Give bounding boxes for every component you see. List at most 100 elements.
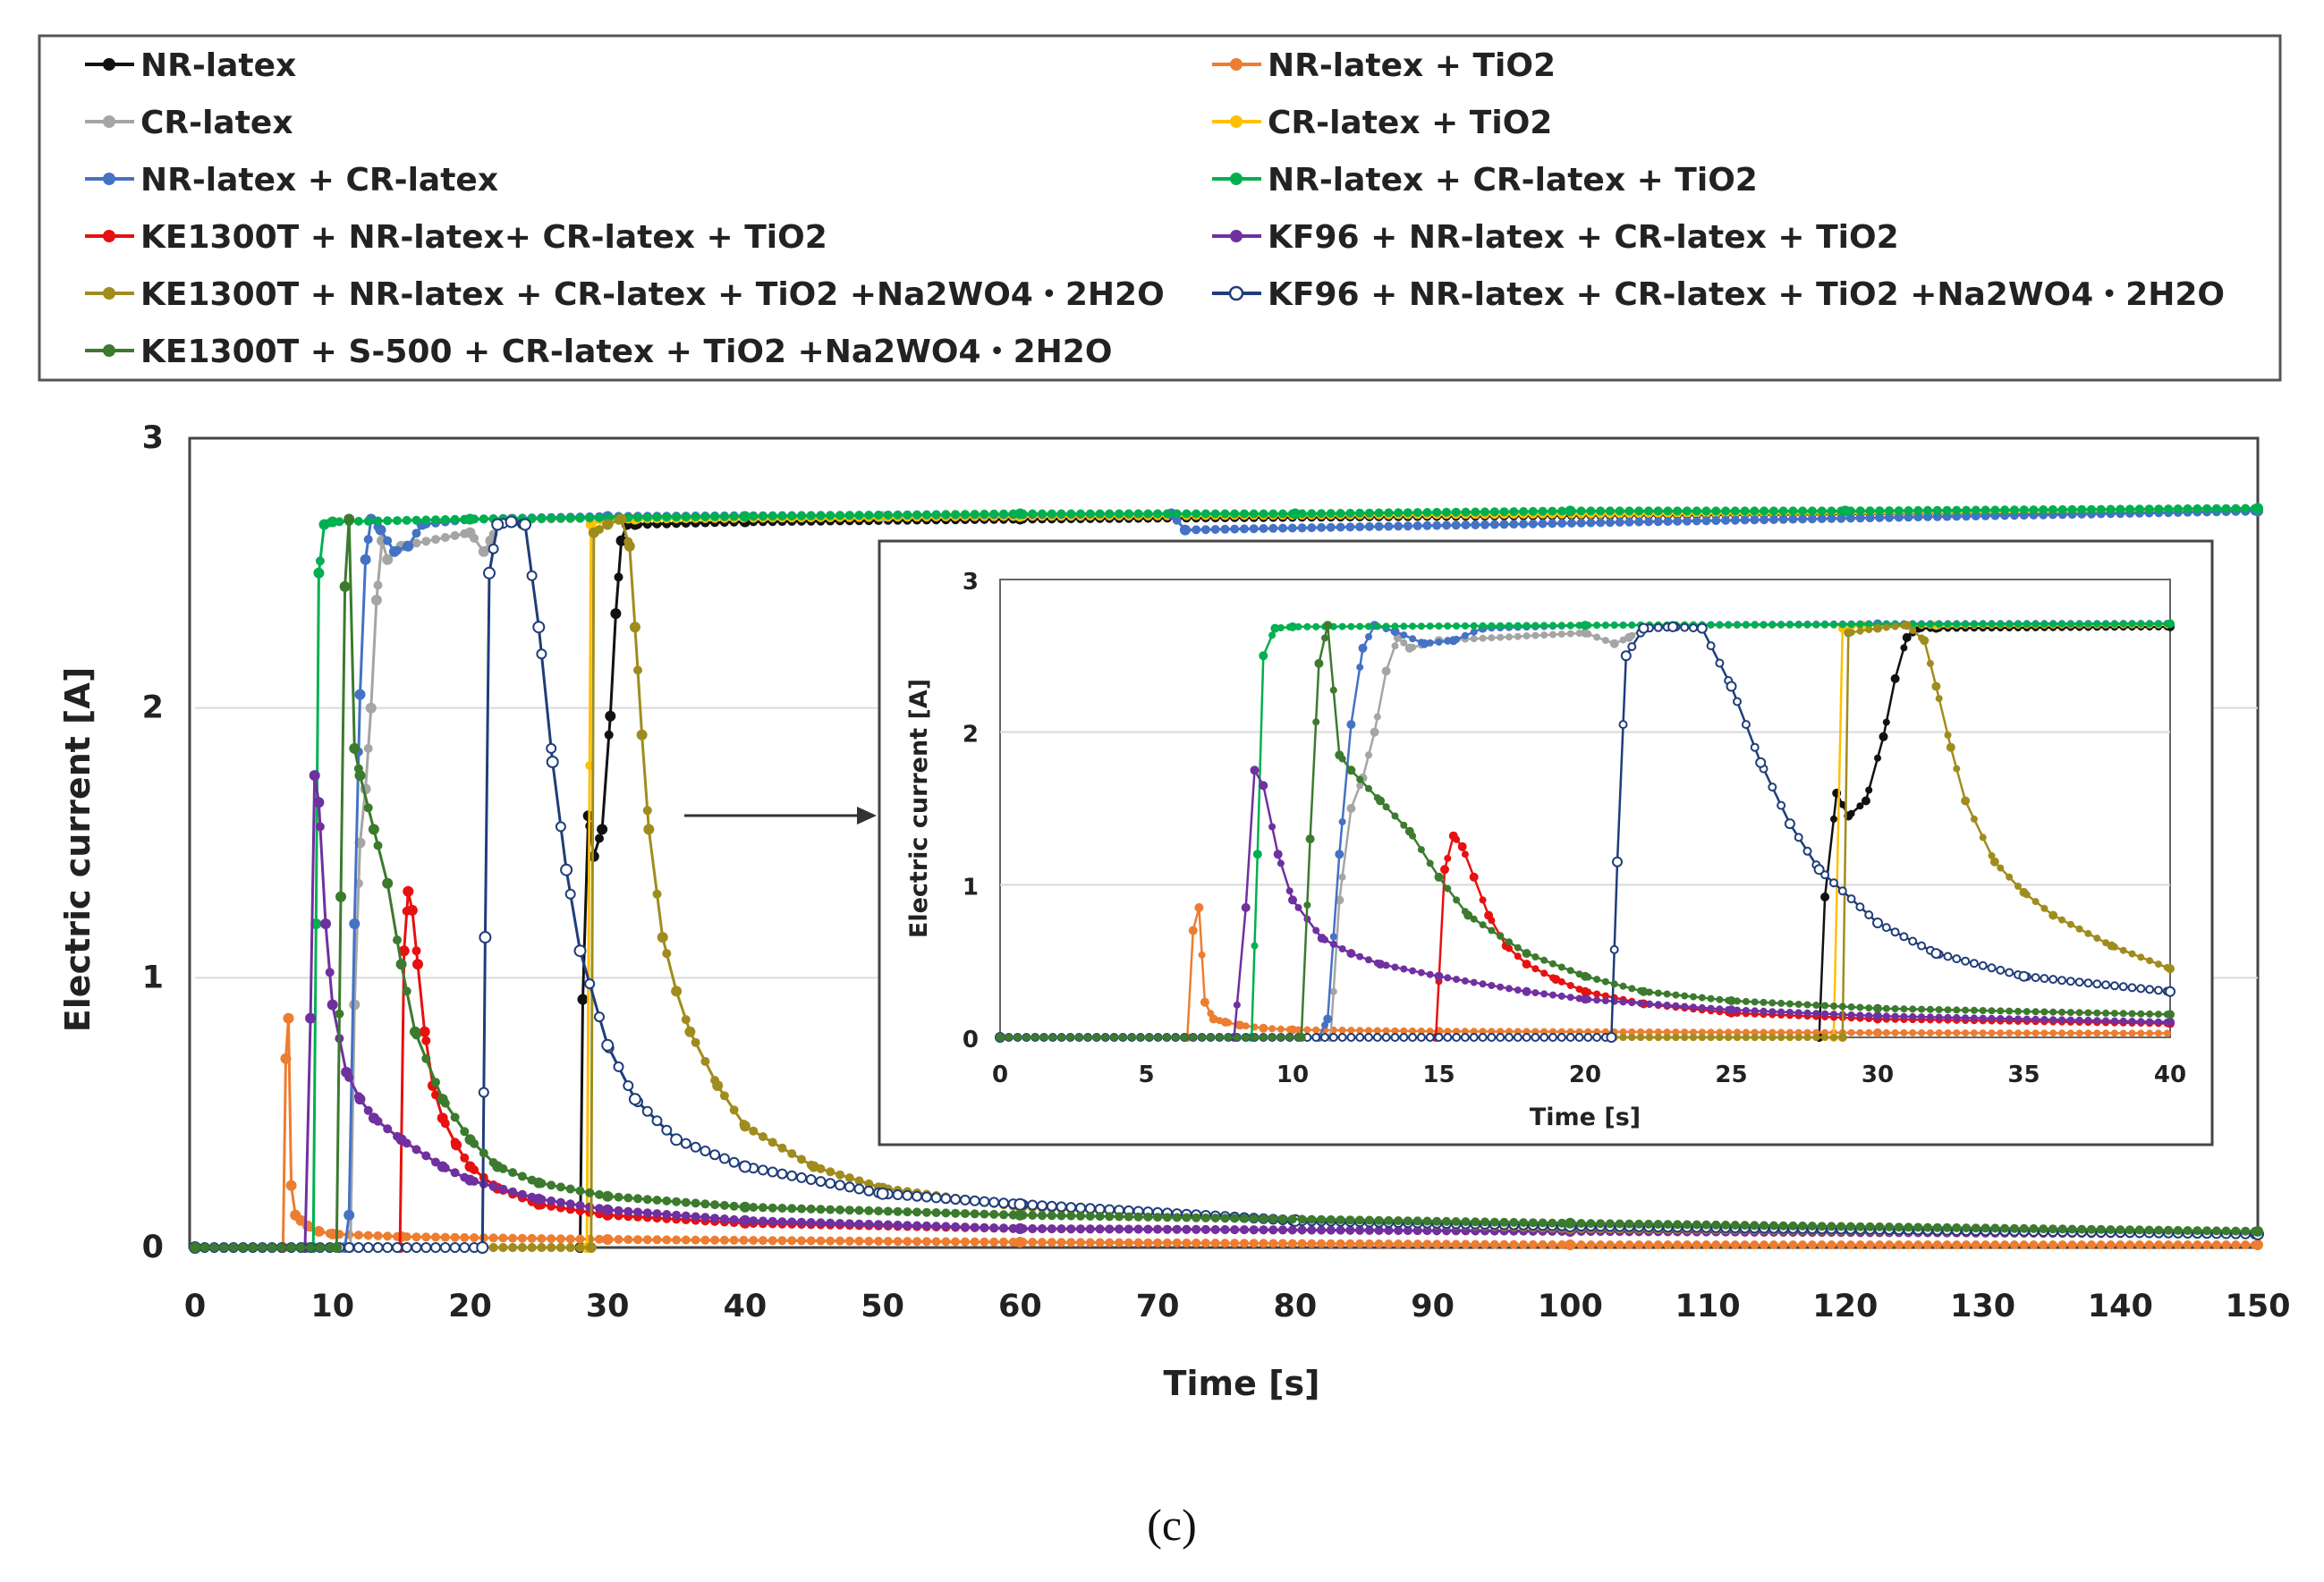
inset-data-point bbox=[1944, 621, 1952, 629]
main-data-point bbox=[777, 1217, 787, 1227]
inset-data-point bbox=[1996, 965, 2006, 975]
main-data-point bbox=[1432, 1216, 1442, 1226]
main-data-point bbox=[1105, 1238, 1115, 1248]
main-data-point bbox=[352, 1242, 364, 1253]
inset-data-point bbox=[1444, 974, 1452, 982]
inset-data-point bbox=[1953, 621, 1961, 629]
inset-data-point bbox=[1760, 998, 1768, 1006]
main-data-point bbox=[478, 546, 489, 557]
main-data-point bbox=[864, 511, 874, 520]
main-data-point bbox=[315, 1243, 325, 1252]
inset-data-point bbox=[1391, 963, 1399, 971]
inset-data-point bbox=[1891, 1012, 1899, 1020]
inset-data-point bbox=[1277, 859, 1285, 867]
inset-data-point bbox=[1997, 1029, 2005, 1037]
main-data-point bbox=[1519, 1218, 1529, 1228]
main-data-point bbox=[854, 511, 864, 520]
main-data-point bbox=[1480, 1217, 1489, 1227]
main-data-point bbox=[526, 570, 538, 581]
inset-data-point bbox=[1930, 948, 1942, 960]
main-data-point bbox=[1528, 519, 1538, 529]
main-data-point bbox=[1038, 1238, 1047, 1248]
main-data-point bbox=[2144, 504, 2154, 514]
main-data-point bbox=[1942, 512, 1952, 521]
inset-data-point bbox=[1610, 980, 1618, 988]
main-data-point bbox=[411, 1145, 421, 1155]
main-data-point bbox=[1528, 1218, 1538, 1228]
main-data-point bbox=[421, 515, 431, 525]
main-data-point bbox=[786, 1170, 798, 1181]
inset-data-point bbox=[1830, 1002, 1837, 1010]
main-data-point bbox=[749, 1203, 759, 1212]
main-data-point bbox=[749, 1236, 759, 1245]
main-data-point bbox=[1297, 1239, 1307, 1248]
inset-data-point bbox=[1847, 1028, 1855, 1036]
main-data-point bbox=[670, 1133, 683, 1146]
main-data-point bbox=[1394, 521, 1404, 531]
inset-data-point bbox=[2049, 1029, 2057, 1037]
inset-data-point bbox=[2107, 941, 2116, 951]
inset-data-point bbox=[1820, 893, 1830, 901]
inset-data-point bbox=[1452, 1033, 1462, 1042]
main-data-point bbox=[1839, 505, 1851, 517]
inset-data-point bbox=[1531, 622, 1539, 630]
main-data-point bbox=[1065, 1202, 1077, 1214]
main-data-point bbox=[1740, 1221, 1750, 1231]
main-data-point bbox=[633, 1235, 642, 1245]
inset-data-point bbox=[1681, 992, 1689, 1000]
main-data-point bbox=[671, 986, 683, 997]
inset-data-point bbox=[1277, 1034, 1285, 1041]
inset-data-point bbox=[1497, 622, 1505, 630]
main-data-point bbox=[613, 1061, 624, 1072]
main-data-point bbox=[2202, 1226, 2212, 1236]
main-data-point bbox=[863, 1185, 875, 1197]
legend-label: KE1300T + NR-latex+ CR-latex + TiO2 bbox=[140, 219, 827, 256]
inset-data-point bbox=[2049, 1008, 2057, 1016]
main-data-point bbox=[536, 648, 547, 660]
main-data-point bbox=[395, 959, 407, 970]
inset-data-point bbox=[1785, 1009, 1794, 1016]
main-data-point bbox=[2057, 1224, 2067, 1234]
inset-data-point bbox=[1821, 1010, 1829, 1018]
inset-data-point bbox=[1978, 960, 1988, 970]
main-data-point bbox=[2202, 503, 2212, 513]
inset-data-point bbox=[1742, 1007, 1750, 1014]
inset-data-point bbox=[1734, 1028, 1741, 1036]
inset-data-point bbox=[1645, 1034, 1653, 1041]
main-data-point bbox=[1240, 524, 1249, 534]
inset-data-point bbox=[1830, 815, 1837, 823]
main-data-point bbox=[903, 510, 912, 520]
main-data-point bbox=[999, 1210, 1008, 1220]
main-data-point bbox=[700, 1146, 711, 1156]
main-data-point bbox=[360, 554, 371, 565]
inset-data-point bbox=[1337, 1033, 1347, 1042]
main-data-point bbox=[691, 1235, 700, 1245]
main-data-point bbox=[1403, 1239, 1412, 1249]
inset-data-point bbox=[1540, 956, 1548, 964]
main-data-point bbox=[1528, 1239, 1538, 1249]
main-data-point bbox=[1442, 1216, 1451, 1226]
inset-data-point bbox=[1813, 864, 1825, 876]
main-data-point bbox=[604, 730, 614, 740]
main-data-point bbox=[460, 1127, 470, 1137]
inset-data-point bbox=[1734, 1034, 1741, 1041]
main-data-point bbox=[1317, 509, 1327, 519]
main-data-point bbox=[313, 567, 325, 579]
inset-data-point bbox=[1953, 1013, 1961, 1021]
main-data-point bbox=[1885, 512, 1894, 522]
main-data-point bbox=[826, 511, 835, 520]
inset-data-point bbox=[1944, 1013, 1952, 1021]
inset-data-point bbox=[1549, 960, 1556, 968]
inset-data-point bbox=[1443, 1033, 1453, 1042]
main-data-point bbox=[602, 1190, 614, 1202]
main-data-point bbox=[921, 1221, 931, 1231]
main-data-point bbox=[1730, 1240, 1740, 1249]
main-data-point bbox=[1143, 1238, 1153, 1248]
inset-data-point bbox=[1969, 959, 1979, 969]
main-data-point bbox=[547, 1196, 556, 1206]
legend-label: KE1300T + S-500 + CR-latex + TiO2 +Na2WO… bbox=[140, 334, 1112, 370]
main-data-point bbox=[816, 511, 826, 520]
main-data-point bbox=[2221, 503, 2231, 513]
inset-data-point bbox=[1909, 1028, 1917, 1036]
main-data-point bbox=[2154, 1240, 2164, 1249]
